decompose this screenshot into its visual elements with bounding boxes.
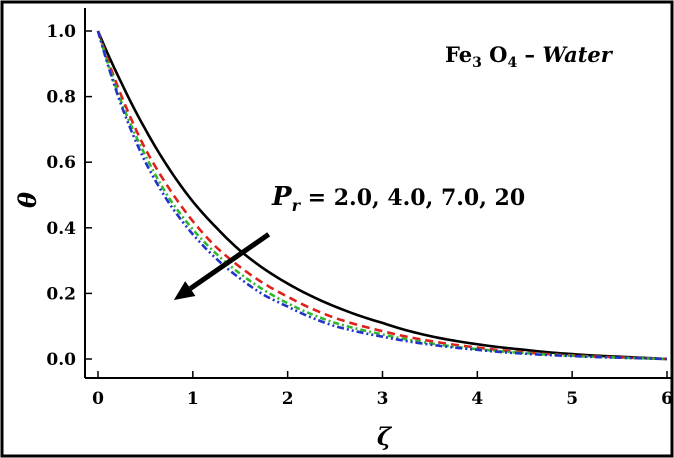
parameter-annotation: Pr = 2.0, 4.0, 7.0, 20 bbox=[271, 182, 525, 215]
material-annotation: Fe3 O4 – Water bbox=[445, 42, 614, 71]
x-tick-label: 5 bbox=[566, 389, 578, 409]
x-tick-label: 6 bbox=[661, 389, 673, 409]
y-tick-label: 0.8 bbox=[46, 88, 76, 108]
y-axis-title: θ bbox=[13, 192, 42, 208]
series-line-1 bbox=[96, 30, 668, 361]
y-tick-label: 0.2 bbox=[46, 284, 76, 304]
x-axis-title: ζ bbox=[377, 422, 393, 451]
x-tick-label: 3 bbox=[377, 389, 389, 409]
x-tick-label: 4 bbox=[471, 389, 483, 409]
series-line-0 bbox=[96, 30, 668, 361]
x-tick-label: 0 bbox=[92, 389, 104, 409]
x-tick-label: 1 bbox=[187, 389, 199, 409]
arrow-head bbox=[173, 281, 196, 300]
arrow-shaft bbox=[188, 232, 271, 291]
y-tick-label: 0.6 bbox=[46, 153, 76, 173]
y-tick-label: 1.0 bbox=[46, 22, 76, 42]
x-tick-label: 2 bbox=[282, 389, 294, 409]
series-line-3 bbox=[96, 30, 668, 361]
y-tick-label: 0.4 bbox=[46, 219, 76, 239]
y-tick-label: 0.0 bbox=[46, 350, 76, 370]
